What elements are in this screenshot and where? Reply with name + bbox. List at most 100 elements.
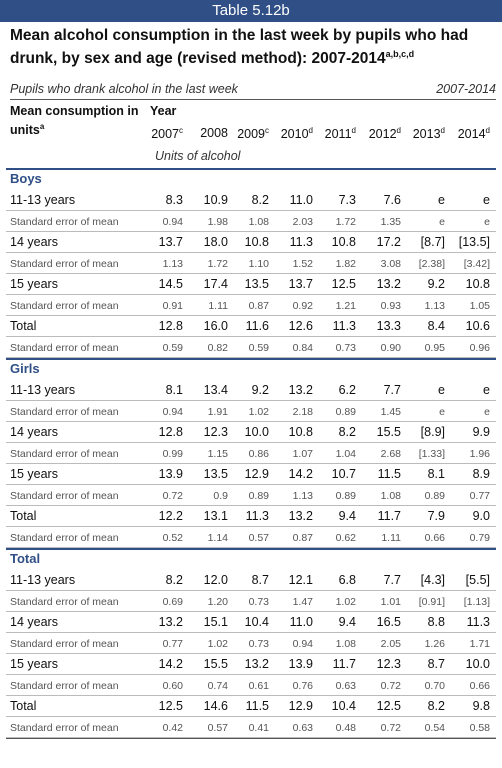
table-cell: 0.94	[292, 638, 313, 651]
table-cell: 1.96	[469, 448, 490, 461]
table-cell: 0.59	[162, 342, 183, 355]
table-cell: 10.8	[465, 277, 490, 292]
row-label: Standard error of mean	[10, 722, 119, 735]
table-cell: [5.5]	[465, 573, 490, 588]
row-label: Standard error of mean	[10, 258, 119, 271]
year-column-header: 2012d	[357, 126, 401, 141]
table-cell: 11.3	[466, 615, 490, 630]
table-cell: 9.4	[338, 615, 356, 630]
row-label: 11-13 years	[10, 383, 76, 398]
table-row: Total 12.8 16.0 11.6 12.6 11.3 13.3 8.4 10.6	[6, 316, 496, 338]
table-cell: 0.57	[248, 532, 269, 545]
table-cell: 13.2	[288, 509, 313, 524]
table-cell: [4.3]	[420, 573, 445, 588]
year-column-header: 2014d	[446, 126, 490, 141]
year-value: 2010	[280, 127, 309, 142]
table-cell: 1.01	[380, 596, 401, 609]
table-cell: 0.86	[248, 448, 269, 461]
table-cell: e	[438, 383, 445, 398]
table-cell: 0.60	[162, 680, 183, 693]
table-cell: [2.38]	[418, 258, 445, 271]
table-cell: 18.0	[203, 235, 228, 250]
table-subheading: Pupils who drank alcohol in the last wee…	[10, 82, 496, 101]
year-footnote: c	[265, 126, 269, 136]
table-cell: 8.7	[251, 573, 269, 588]
table-cell: 10.0	[244, 425, 269, 440]
table-cell: 0.41	[248, 722, 269, 735]
year-column-header: 2013d	[401, 126, 445, 141]
table-cell: 1.35	[380, 216, 401, 229]
table-cell: 13.2	[244, 657, 269, 672]
table-cell: 0.91	[162, 300, 183, 313]
row-label: Standard error of mean	[10, 406, 119, 419]
table-cell: e	[484, 216, 490, 229]
table-cell: 10.8	[244, 235, 269, 250]
table-cell: 11.3	[245, 509, 269, 524]
table-cell: 10.0	[465, 657, 490, 672]
table-cell: 1.52	[292, 258, 313, 271]
table-cell: 0.61	[248, 680, 269, 693]
section-header: Total	[6, 548, 496, 570]
table-cell: 14.2	[288, 467, 313, 482]
table-cell: 8.2	[338, 425, 356, 440]
table-row: Total 12.2 13.1 11.3 13.2 9.4 11.7 7.9 9.0	[6, 506, 496, 528]
table-cell: 10.8	[288, 425, 313, 440]
table-cell: 13.9	[158, 467, 183, 482]
year-value: 2012	[368, 127, 397, 142]
table-cell: 14.6	[203, 699, 228, 714]
table-cell: 8.1	[427, 467, 445, 482]
table-cell: 1.15	[207, 448, 228, 461]
table-cell: 12.2	[158, 509, 183, 524]
standard-error-row: Standard error of mean 0.94 1.98 1.08 2.03 1.…	[6, 211, 496, 233]
table-cell: 12.5	[158, 699, 183, 714]
table-cell: 1.72	[207, 258, 228, 271]
table-cell: 8.9	[472, 467, 490, 482]
table-cell: 10.4	[331, 699, 356, 714]
table-cell: e	[438, 193, 445, 208]
table-row: 11-13 years 8.2 12.0 8.7 12.1 6.8 7.7 [4.3] [5.5…	[6, 570, 496, 592]
table-cell: 1.02	[207, 638, 228, 651]
row-label: Standard error of mean	[10, 532, 119, 545]
table-cell: 1.98	[207, 216, 228, 229]
table-cell: e	[483, 383, 490, 398]
table-cell: 8.3	[165, 193, 183, 208]
table-cell: 1.05	[469, 300, 490, 313]
table-title-footnotes: a,b,c,d	[385, 49, 415, 59]
table-row: 15 years 14.2 15.5 13.2 13.9 11.7 12.3 8.7 10.0	[6, 654, 496, 676]
table-cell: 0.96	[469, 342, 490, 355]
table-cell: 12.3	[376, 657, 401, 672]
standard-error-row: Standard error of mean 0.60 0.74 0.61 0.76 0.…	[6, 675, 496, 697]
table-cell: 1.07	[292, 448, 313, 461]
table-cell: 1.13	[292, 490, 313, 503]
table-cell: 11.5	[377, 467, 401, 482]
table-cell: 7.7	[383, 573, 401, 588]
table-cell: 13.7	[158, 235, 183, 250]
table-body: Boys 11-13 years 8.3 10.9 8.2 11.0 7.3 7.6 e e Sta…	[0, 168, 502, 739]
table-cell: 0.95	[424, 342, 445, 355]
table-cell: 11.3	[332, 319, 356, 334]
row-label: Standard error of mean	[10, 342, 119, 355]
year-value: 2008	[200, 126, 228, 141]
table-row: 14 years 12.8 12.3 10.0 10.8 8.2 15.5 [8.9] 9.9	[6, 422, 496, 444]
standard-error-row: Standard error of mean 0.72 0.9 0.89 1.13 0.8…	[6, 485, 496, 507]
section-header: Boys	[6, 168, 496, 190]
population-label: Pupils who drank alcohol in the last wee…	[10, 82, 238, 97]
table-cell: [3.42]	[463, 258, 490, 271]
table-row: Total 12.5 14.6 11.5 12.9 10.4 12.5 8.2 9.8	[6, 696, 496, 718]
table-cell: 1.08	[248, 216, 269, 229]
table-cell: 12.5	[331, 277, 356, 292]
standard-error-row: Standard error of mean 0.77 1.02 0.73 0.94 1.…	[6, 633, 496, 655]
table-cell: 3.08	[380, 258, 401, 271]
table-cell: 17.4	[203, 277, 228, 292]
table-cell: 0.73	[248, 596, 269, 609]
table-cell: 0.87	[292, 532, 313, 545]
table-cell: 14.5	[158, 277, 183, 292]
table-cell: 0.94	[162, 406, 183, 419]
standard-error-row: Standard error of mean 1.13 1.72 1.10 1.52 1.…	[6, 253, 496, 275]
table-cell: 13.2	[288, 383, 313, 398]
table-cell: 11.3	[289, 235, 313, 250]
table-cell: 0.77	[469, 490, 490, 503]
standard-error-row: Standard error of mean 0.94 1.91 1.02 2.18 0.…	[6, 401, 496, 423]
table-cell: 1.13	[162, 258, 183, 271]
table-cell: 14.2	[158, 657, 183, 672]
